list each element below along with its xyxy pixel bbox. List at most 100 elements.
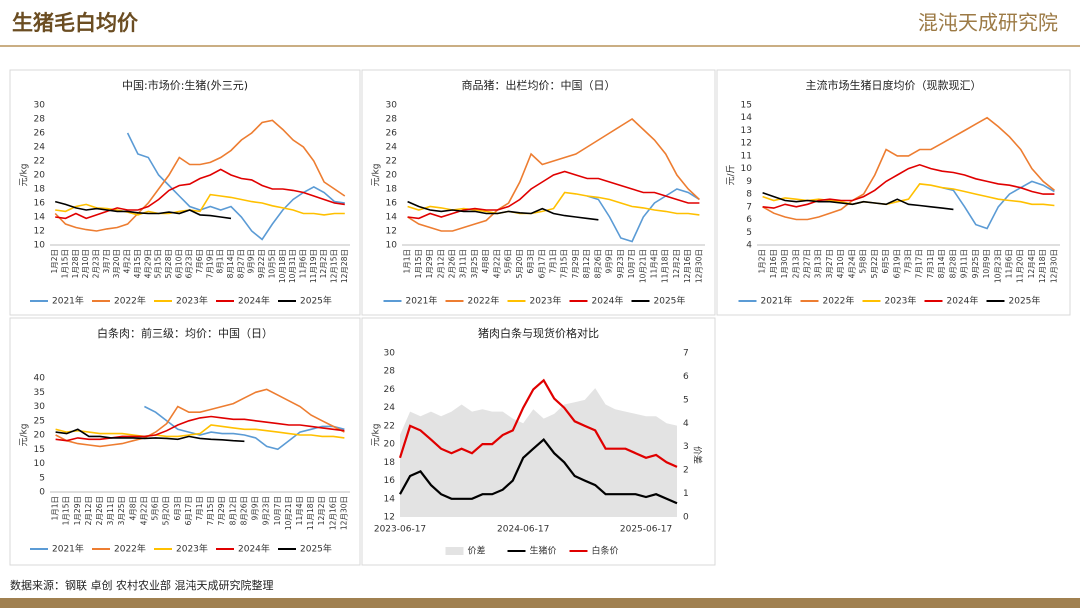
y-tick-label: 40	[34, 374, 46, 384]
x-tick-label: 5月22日	[870, 249, 879, 278]
logo: 混沌天成研究院	[918, 11, 1058, 35]
area	[400, 388, 677, 517]
legend-label: 2024年	[238, 295, 270, 307]
series-line	[55, 193, 345, 216]
x-tick-label: 1月1日	[51, 496, 60, 521]
x-tick-label: 10月9日	[982, 249, 991, 278]
series-line	[55, 424, 345, 439]
x-tick-label: 6月23日	[185, 249, 194, 278]
y-tick-label: 14	[741, 113, 753, 123]
chart-title: 商品猪：出栏均价：中国（日）	[462, 78, 616, 92]
x-tick-label: 7月17日	[915, 249, 924, 278]
x-tick-label: 1月2日	[758, 249, 767, 274]
series-line	[55, 415, 345, 442]
x-tick-label: 9月22日	[257, 249, 266, 278]
x-tick-label: 10月7日	[273, 496, 282, 525]
y-tick-label: 9	[746, 177, 752, 187]
y-tick-label: 16	[384, 476, 396, 486]
y-tick-label: 20	[384, 440, 396, 450]
y-tick-label: 5	[746, 228, 752, 238]
x-tick-label: 12月16日	[683, 249, 692, 283]
x-tick-label: 11月20日	[1016, 249, 1025, 283]
x-tick-label: 4月2日	[123, 249, 132, 274]
chart-title: 猪肉白条与现货价格对比	[478, 326, 599, 340]
x-tick-label: 7月3日	[904, 249, 913, 274]
x-tick-label: 7月1日	[195, 496, 204, 521]
x-tick-label: 7月29日	[217, 496, 226, 525]
y-tick-label: 12	[384, 513, 395, 523]
x-tick-label: 3月11日	[106, 496, 115, 525]
series-line	[55, 428, 245, 443]
legend-label: 2023年	[176, 543, 208, 555]
series-line	[407, 200, 599, 221]
x-tick-label: 8月26日	[593, 249, 602, 278]
x-tick-label: 5月28日	[164, 249, 173, 278]
y-axis-label: 元/斤	[726, 164, 737, 185]
legend-label: 2022年	[114, 295, 146, 307]
legend-label: 2024年	[238, 543, 270, 555]
x-tick-label: 6月19日	[892, 249, 901, 278]
y-tick-label: 7	[683, 349, 689, 359]
x-tick-label: 1月1日	[403, 249, 412, 274]
x-tick-label: 12月2日	[672, 249, 681, 278]
panel	[361, 69, 716, 316]
x-tick-label: 2月27日	[803, 249, 812, 278]
legend-label: 2024年	[592, 295, 624, 307]
panel	[9, 69, 361, 316]
x-tick-label: 2月12日	[436, 249, 445, 278]
legend-label: 2021年	[52, 543, 84, 555]
y-tick-label: 15	[741, 101, 752, 111]
legend-label: 2021年	[761, 295, 793, 307]
x-tick-label: 2月26日	[448, 249, 457, 278]
x-tick-label: 10月21日	[284, 496, 293, 530]
y-tick-label: 0	[39, 488, 45, 498]
y-tick-label: 22	[386, 157, 397, 167]
x-tick-label: 8月12日	[228, 496, 237, 525]
y-tick-label: 30	[384, 349, 396, 359]
x-tick-label: 3月7日	[102, 249, 111, 274]
x-tick-label: 10月31日	[288, 249, 297, 283]
legend-label: 2021年	[52, 295, 84, 307]
series-line	[55, 168, 345, 220]
y-tick-label: 10	[34, 241, 46, 251]
x-tick-label: 6月17日	[537, 249, 546, 278]
y-tick-label: 18	[384, 458, 396, 468]
y-tick-label: 30	[386, 101, 398, 111]
x-tick-label: 11月18日	[661, 249, 670, 283]
x-tick-label: 1月29日	[425, 249, 434, 278]
x-tick-label: 2月23日	[92, 249, 101, 278]
x-tick-label: 4月15日	[133, 249, 142, 278]
x-tick-label: 12月15日	[329, 249, 338, 283]
x-tick-label: 7月15日	[560, 249, 569, 278]
x-tick-label: 1月16日	[769, 249, 778, 278]
y-tick-label: 1	[683, 489, 689, 499]
panel	[716, 69, 1071, 316]
series-line	[942, 180, 1055, 230]
x-tick-label: 11月6日	[298, 249, 307, 278]
panel	[361, 317, 716, 566]
chart-title: 中国:市场价:生猪(外三元)	[122, 78, 248, 92]
y-tick-label: 2	[683, 466, 689, 476]
x-tick-label: 2025-06-17	[620, 525, 672, 535]
x-tick-label: 10月21日	[638, 249, 647, 283]
x-tick-label: 7月29日	[571, 249, 580, 278]
y-tick-label: 6	[683, 372, 689, 382]
x-tick-label: 2024-06-17	[497, 525, 549, 535]
series-line	[407, 117, 700, 232]
x-tick-label: 6月10日	[174, 249, 183, 278]
legend-label: 2025年	[300, 543, 332, 555]
y-axis-label: 元/kg	[372, 424, 382, 447]
series-line	[762, 116, 1055, 221]
series-line	[762, 183, 1055, 207]
panel	[9, 317, 361, 566]
y-tick-label: 22	[34, 157, 45, 167]
x-tick-label: 5月15日	[154, 249, 163, 278]
x-tick-label: 2月13日	[791, 249, 800, 278]
y-tick-label: 5	[683, 395, 689, 405]
y-tick-label: 10	[34, 459, 46, 469]
series-line	[586, 188, 700, 243]
x-tick-label: 9月9日	[251, 496, 260, 521]
y-tick-label: 35	[34, 388, 45, 398]
x-tick-label: 1月29日	[73, 496, 82, 525]
x-tick-label: 9月9日	[605, 249, 614, 274]
